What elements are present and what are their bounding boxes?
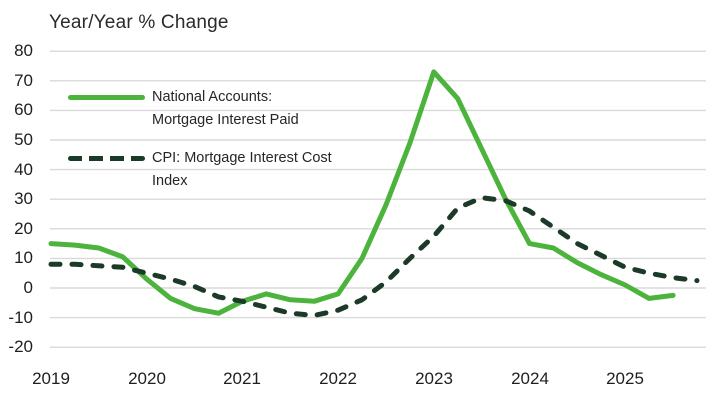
legend-label-line1: CPI: Mortgage Interest Cost [152,150,332,166]
legend-solid-line-icon [68,95,145,100]
y-tick-label: 10 [14,248,33,267]
x-tick-label: 2019 [32,369,70,388]
y-tick-label: 40 [14,160,33,179]
x-tick-label: 2020 [128,369,166,388]
legend-label-line2: Index [152,173,188,189]
y-tick-label: 60 [14,100,33,119]
series-line-national-accounts-mortgage-interest-paid [48,69,676,316]
x-tick-label: 2022 [319,369,357,388]
x-tick-label: 2025 [606,369,644,388]
y-tick-label: 50 [14,130,33,149]
y-tick-label: -10 [8,308,33,327]
y-tick-label: 80 [14,41,33,60]
y-tick-label: 30 [14,189,33,208]
x-tick-label: 2021 [223,369,261,388]
legend-label-cpi: CPI: Mortgage Interest Cost Index [152,147,332,193]
y-tick-label: 20 [14,219,33,238]
y-tick-label: -20 [8,337,33,356]
legend-label-line1: National Accounts: [152,89,273,105]
legend-label-line2: Mortgage Interest Paid [152,112,299,128]
legend-item-cpi: CPI: Mortgage Interest Cost Index [68,147,332,193]
x-tick-label: 2023 [415,369,453,388]
chart-title: Year/Year % Change [49,12,229,33]
legend-item-national-accounts: National Accounts: Mortgage Interest Pai… [68,86,299,132]
legend-label-national-accounts: National Accounts: Mortgage Interest Pai… [152,86,299,132]
legend-dashed-line-icon [68,156,145,161]
y-tick-label: 70 [14,71,33,90]
y-tick-label: 0 [23,278,33,297]
series-line-cpi-mortgage-interest-cost-index [48,195,700,318]
x-tick-label: 2024 [511,369,549,388]
